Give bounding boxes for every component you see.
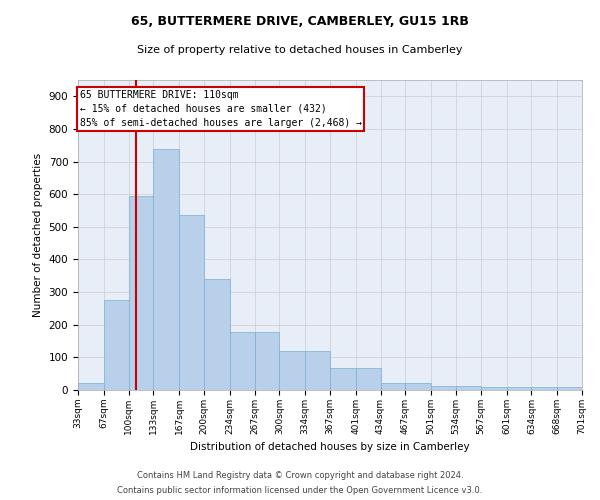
- Text: Size of property relative to detached houses in Camberley: Size of property relative to detached ho…: [137, 45, 463, 55]
- Bar: [204, 279, 230, 390]
- Text: 65 BUTTERMERE DRIVE: 110sqm
← 15% of detached houses are smaller (432)
85% of se: 65 BUTTERMERE DRIVE: 110sqm ← 15% of det…: [80, 90, 362, 128]
- Bar: [380, 383, 406, 390]
- Bar: [406, 383, 431, 390]
- Bar: [557, 388, 582, 390]
- Bar: [230, 332, 254, 390]
- Bar: [104, 300, 128, 390]
- Bar: [356, 368, 380, 390]
- Bar: [154, 148, 179, 390]
- Bar: [431, 386, 456, 390]
- Bar: [179, 216, 204, 390]
- Bar: [456, 386, 481, 390]
- Bar: [481, 386, 506, 390]
- Bar: [78, 383, 104, 390]
- Bar: [305, 352, 330, 390]
- Bar: [280, 352, 305, 390]
- Bar: [254, 332, 280, 390]
- Text: Contains public sector information licensed under the Open Government Licence v3: Contains public sector information licen…: [118, 486, 482, 495]
- Bar: [128, 196, 154, 390]
- Text: 65, BUTTERMERE DRIVE, CAMBERLEY, GU15 1RB: 65, BUTTERMERE DRIVE, CAMBERLEY, GU15 1R…: [131, 15, 469, 28]
- Text: Contains HM Land Registry data © Crown copyright and database right 2024.: Contains HM Land Registry data © Crown c…: [137, 471, 463, 480]
- Bar: [330, 368, 356, 390]
- Bar: [532, 388, 557, 390]
- Bar: [506, 386, 532, 390]
- Y-axis label: Number of detached properties: Number of detached properties: [33, 153, 43, 317]
- X-axis label: Distribution of detached houses by size in Camberley: Distribution of detached houses by size …: [190, 442, 470, 452]
